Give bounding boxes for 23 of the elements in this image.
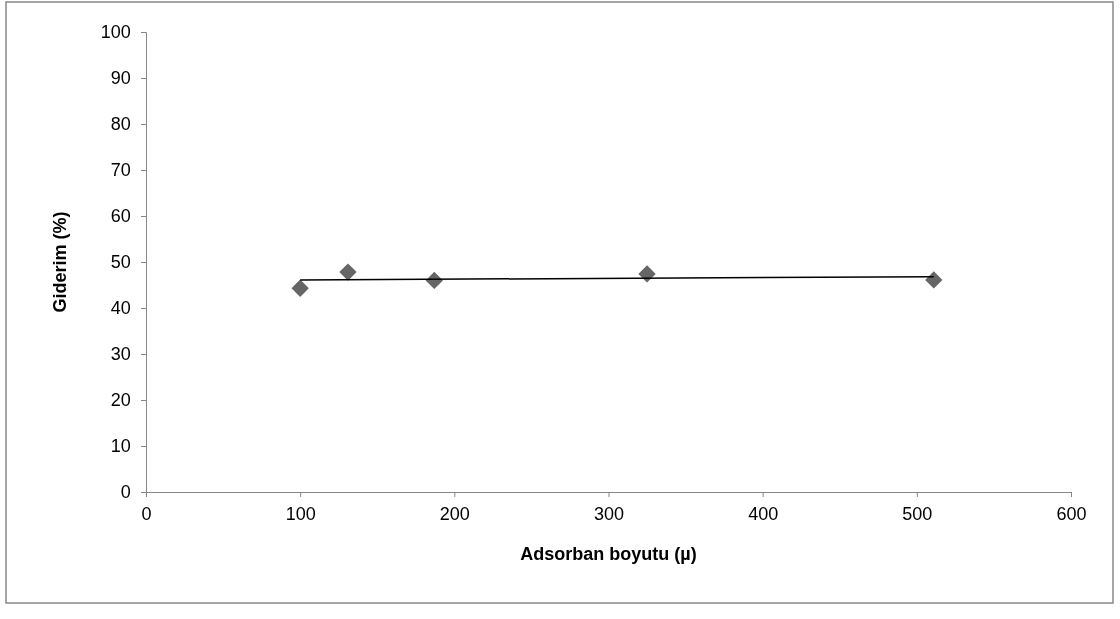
- y-axis-title: Giderim (%): [50, 211, 70, 313]
- y-tick-label: 50: [110, 252, 131, 273]
- point: [339, 263, 357, 281]
- y-tick-label: 40: [110, 298, 131, 319]
- y-tick-label: 0: [120, 482, 131, 503]
- x-tick-label: 200: [439, 503, 470, 524]
- y-tick-label: 80: [110, 114, 131, 135]
- y-tick-label: 90: [110, 68, 131, 89]
- y-tick-label: 10: [110, 436, 131, 457]
- x-tick-label: 400: [748, 503, 779, 524]
- point: [925, 271, 943, 289]
- y-tick-label: 30: [110, 344, 131, 365]
- x-tick-label: 500: [902, 503, 933, 524]
- x-tick-label: 0: [141, 503, 152, 524]
- y-tick-label: 20: [110, 390, 131, 411]
- x-tick-label: 600: [1056, 503, 1087, 524]
- point: [291, 279, 309, 297]
- x-axis-title: Adsorban boyutu (µ): [520, 544, 697, 564]
- x-tick-label: 300: [593, 503, 625, 524]
- y-tick-label: 60: [110, 206, 131, 227]
- y-tick-label: 70: [110, 160, 131, 181]
- y-tick-label: 100: [100, 22, 131, 43]
- x-tick-label: 100: [285, 503, 316, 524]
